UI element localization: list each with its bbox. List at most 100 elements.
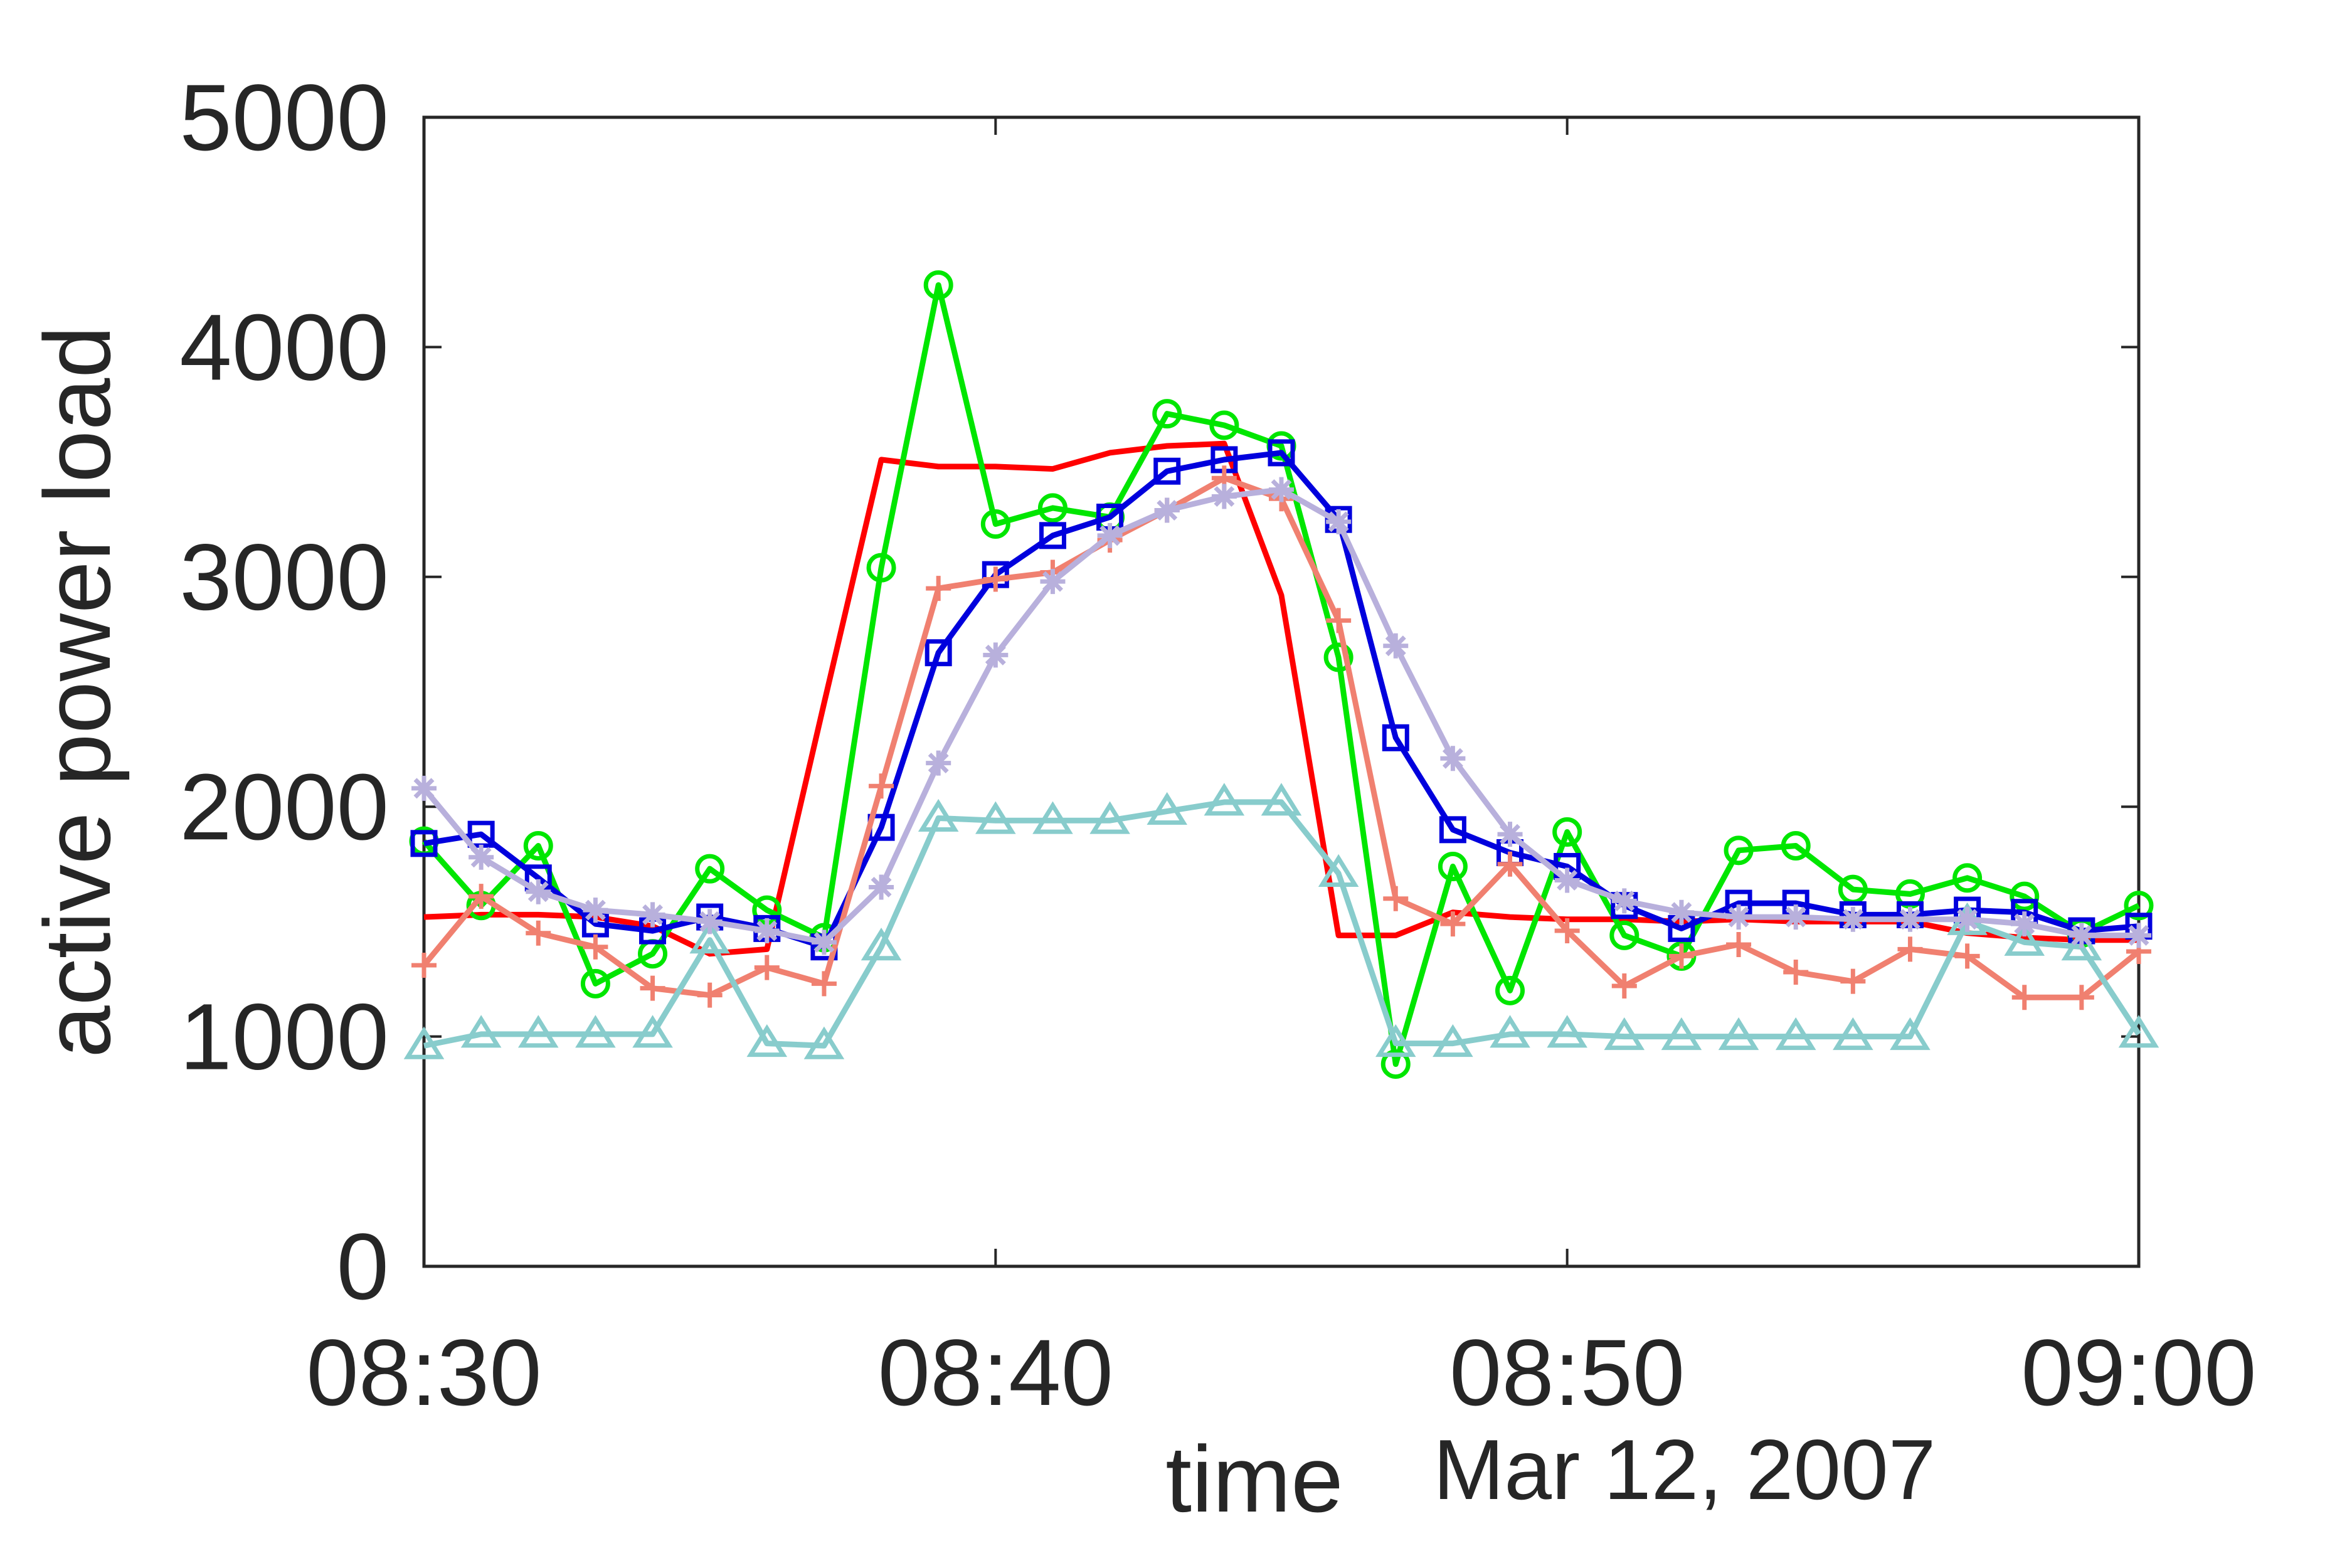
x-tick-label: 08:50 bbox=[1449, 1320, 1685, 1425]
data-point-triangle bbox=[575, 1015, 616, 1048]
data-point-triangle bbox=[2061, 928, 2102, 961]
data-point-plus bbox=[1554, 918, 1580, 944]
data-point-asterisk bbox=[2126, 923, 2151, 948]
data-point-triangle bbox=[1032, 801, 1073, 834]
x-tick-label: 08:30 bbox=[306, 1320, 541, 1425]
data-point-triangle bbox=[1833, 1017, 1873, 1051]
data-point-asterisk bbox=[469, 844, 494, 870]
data-point-circle bbox=[580, 968, 610, 999]
data-point-plus bbox=[1611, 973, 1637, 999]
data-point-triangle bbox=[1204, 783, 1245, 816]
data-point-circle bbox=[923, 270, 953, 300]
data-point-asterisk bbox=[1497, 822, 1523, 847]
data-point-asterisk bbox=[1611, 888, 1637, 914]
data-point-plus bbox=[1783, 960, 1809, 985]
y-tick-label: 2000 bbox=[179, 754, 389, 859]
data-point-plus bbox=[2011, 985, 2037, 1010]
data-point-asterisk bbox=[1154, 497, 1180, 523]
data-point-asterisk bbox=[983, 642, 1009, 668]
data-point-asterisk bbox=[583, 898, 608, 923]
data-point-asterisk bbox=[1668, 899, 1694, 925]
data-point-triangle bbox=[689, 921, 730, 954]
data-point-triangle bbox=[918, 798, 959, 832]
series-5 bbox=[411, 477, 2151, 955]
data-point-plus bbox=[469, 884, 494, 909]
data-point-circle bbox=[1952, 863, 1983, 893]
y-axis-title: active power load bbox=[24, 326, 130, 1057]
data-point-asterisk bbox=[1554, 867, 1580, 893]
data-point-triangle bbox=[1490, 1015, 1530, 1048]
data-point-square bbox=[1268, 439, 1295, 467]
data-point-plus bbox=[526, 920, 551, 946]
data-point-asterisk bbox=[1326, 509, 1352, 534]
series-line bbox=[421, 282, 2140, 1067]
data-point-asterisk bbox=[1269, 477, 1294, 502]
data-point-circle bbox=[1895, 879, 1925, 909]
data-point-plus bbox=[983, 566, 1009, 592]
data-point-triangle bbox=[1375, 1024, 1416, 1057]
axis-labels: 08:30 08:40 08:50 09:00 0 1000 2000 3000 4000 500… bbox=[179, 65, 2256, 1425]
data-point-asterisk bbox=[1097, 522, 1123, 548]
x-tick-label: 09:00 bbox=[2021, 1320, 2256, 1425]
series-line bbox=[423, 799, 2141, 1049]
data-point-plus bbox=[1497, 851, 1523, 877]
data-point-triangle bbox=[1775, 1017, 1816, 1051]
data-point-triangle bbox=[1089, 801, 1130, 834]
data-point-circle bbox=[2010, 881, 2040, 911]
data-point-circle bbox=[1323, 642, 1353, 672]
data-point-plus bbox=[754, 955, 780, 980]
data-point-plus bbox=[1897, 936, 1923, 962]
data-point-plus bbox=[583, 934, 608, 960]
data-point-circle bbox=[1495, 975, 1525, 1005]
x-tick-label: 08:40 bbox=[878, 1320, 1113, 1425]
data-point-plus bbox=[411, 953, 437, 978]
data-point-circle bbox=[1724, 835, 1754, 866]
data-point-asterisk bbox=[2069, 923, 2094, 948]
data-point-circle bbox=[1152, 399, 1182, 429]
data-point-triangle bbox=[1261, 783, 1302, 816]
data-point-plus bbox=[1440, 911, 1466, 937]
data-point-plus bbox=[697, 982, 723, 1008]
data-point-circle bbox=[1552, 817, 1582, 847]
data-point-square bbox=[924, 639, 952, 667]
data-point-circle bbox=[1209, 410, 1239, 440]
data-point-plus bbox=[869, 773, 894, 799]
data-point-triangle bbox=[803, 1026, 845, 1059]
data-point-plus bbox=[1726, 932, 1752, 958]
data-point-asterisk bbox=[1440, 746, 1466, 771]
data-point-triangle bbox=[2004, 923, 2045, 956]
data-point-circle bbox=[523, 830, 553, 861]
plot-area bbox=[422, 115, 2141, 1268]
data-point-plus bbox=[2069, 985, 2094, 1010]
series-layer bbox=[403, 270, 2159, 1079]
data-point-square bbox=[1039, 522, 1066, 549]
date-label: Mar 12, 2007 bbox=[1433, 1422, 1936, 1517]
data-point-plus bbox=[811, 971, 837, 997]
data-point-triangle bbox=[517, 1015, 559, 1048]
x-axis-title: time bbox=[1165, 1426, 1343, 1532]
data-point-square bbox=[1382, 724, 1409, 751]
data-point-plus bbox=[1383, 886, 1409, 911]
data-point-plus bbox=[1954, 943, 1980, 969]
data-point-circle bbox=[1380, 1049, 1411, 1079]
data-point-triangle bbox=[861, 928, 902, 961]
y-tick-label: 4000 bbox=[179, 294, 389, 400]
y-tick-label: 1000 bbox=[179, 984, 389, 1089]
data-point-asterisk bbox=[754, 918, 780, 944]
data-point-triangle bbox=[1318, 854, 1359, 887]
data-point-triangle bbox=[1147, 792, 1188, 825]
data-point-square bbox=[1153, 457, 1181, 485]
data-point-asterisk bbox=[1954, 906, 1980, 932]
data-point-plus bbox=[1668, 943, 1694, 969]
y-tick-label: 3000 bbox=[179, 524, 389, 630]
data-point-asterisk bbox=[1897, 906, 1923, 932]
data-point-plus bbox=[640, 975, 665, 1001]
data-point-asterisk bbox=[2011, 911, 2037, 937]
data-point-triangle bbox=[1890, 1017, 1931, 1051]
data-point-circle bbox=[1781, 830, 1811, 861]
data-point-square bbox=[410, 830, 438, 857]
data-point-circle bbox=[2124, 891, 2154, 921]
data-point-asterisk bbox=[526, 879, 551, 904]
data-point-triangle bbox=[1718, 1017, 1759, 1051]
